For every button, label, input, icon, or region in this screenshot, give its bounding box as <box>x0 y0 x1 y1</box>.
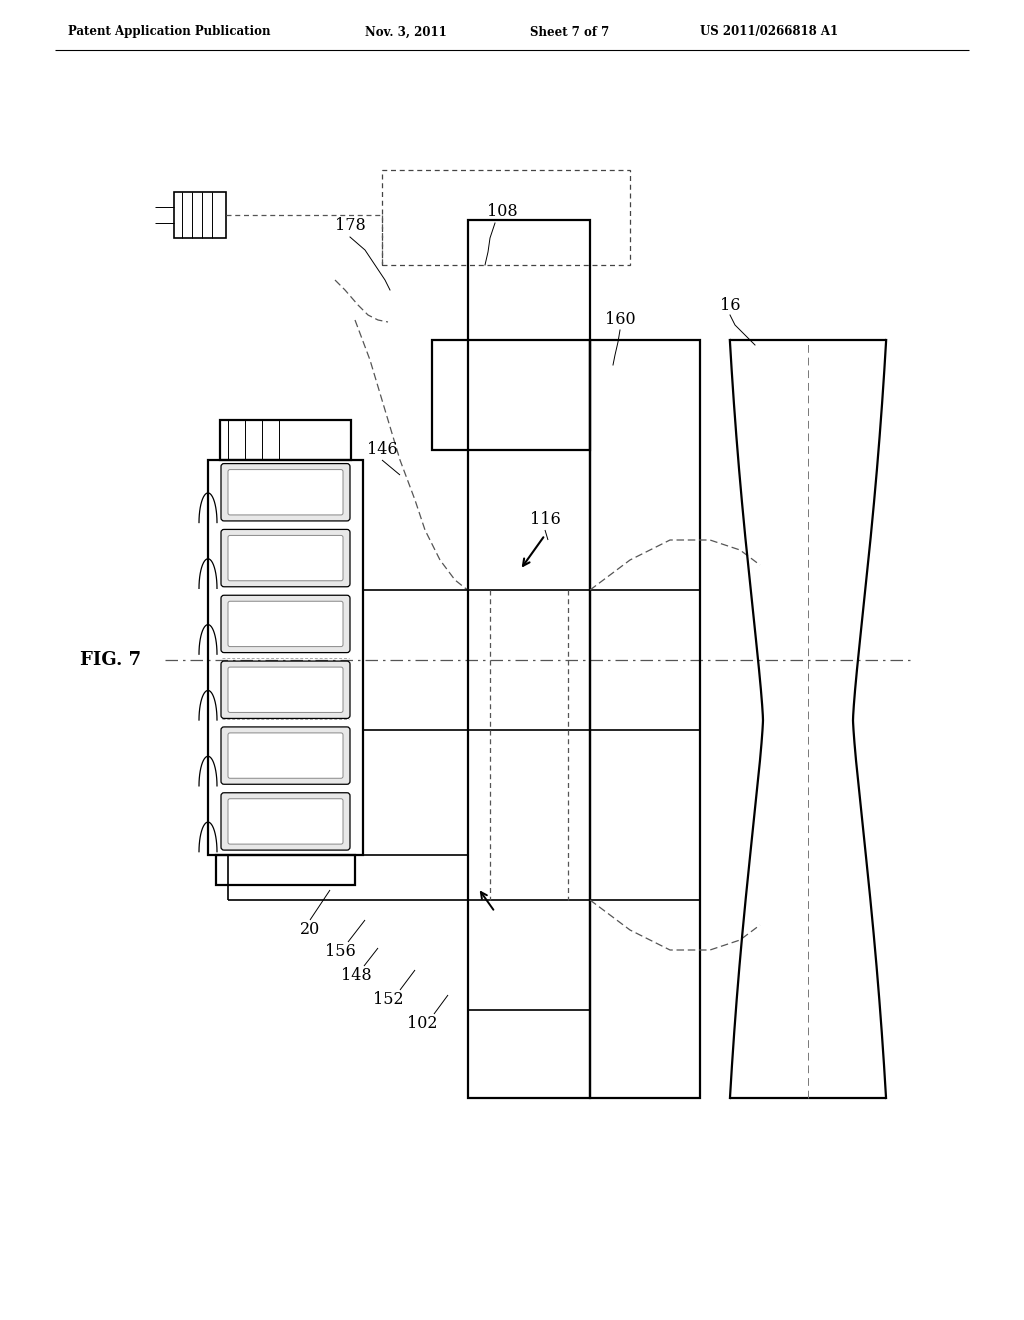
Text: 108: 108 <box>486 203 517 220</box>
Bar <box>220 420 351 459</box>
FancyBboxPatch shape <box>228 536 343 581</box>
Bar <box>468 220 590 1098</box>
FancyBboxPatch shape <box>228 601 343 647</box>
Bar <box>590 341 700 1098</box>
Text: 20: 20 <box>300 921 321 939</box>
Text: Nov. 3, 2011: Nov. 3, 2011 <box>365 25 446 38</box>
FancyBboxPatch shape <box>228 799 343 843</box>
Bar <box>216 855 355 884</box>
Text: Sheet 7 of 7: Sheet 7 of 7 <box>530 25 609 38</box>
FancyBboxPatch shape <box>221 793 350 850</box>
Bar <box>174 191 226 238</box>
Text: FIG. 7: FIG. 7 <box>80 651 141 669</box>
Text: 102: 102 <box>407 1015 437 1032</box>
Text: 16: 16 <box>720 297 740 314</box>
FancyBboxPatch shape <box>228 733 343 779</box>
Text: 116: 116 <box>529 511 560 528</box>
FancyBboxPatch shape <box>221 463 350 521</box>
Text: 178: 178 <box>335 216 366 234</box>
Text: 152: 152 <box>373 991 403 1008</box>
Text: 160: 160 <box>605 312 635 329</box>
Bar <box>208 459 362 855</box>
Bar <box>382 170 630 265</box>
FancyBboxPatch shape <box>221 595 350 652</box>
FancyBboxPatch shape <box>221 661 350 718</box>
Text: 146: 146 <box>367 441 397 458</box>
FancyBboxPatch shape <box>228 667 343 713</box>
Bar <box>432 341 590 450</box>
FancyBboxPatch shape <box>221 529 350 587</box>
Text: 148: 148 <box>341 968 372 985</box>
FancyBboxPatch shape <box>228 470 343 515</box>
Text: Patent Application Publication: Patent Application Publication <box>68 25 270 38</box>
FancyBboxPatch shape <box>221 727 350 784</box>
Text: 156: 156 <box>325 944 355 961</box>
Text: US 2011/0266818 A1: US 2011/0266818 A1 <box>700 25 838 38</box>
